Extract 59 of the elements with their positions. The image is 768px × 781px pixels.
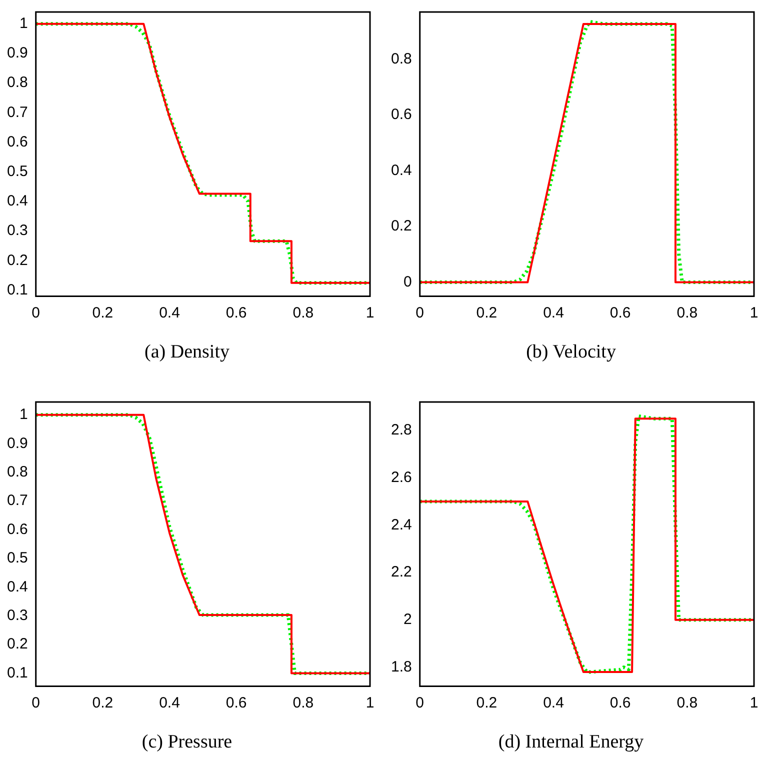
y-tick-label: 0.6 (390, 106, 412, 124)
text: (c) Pressure (142, 732, 232, 753)
y-tick-label: 0.2 (390, 218, 412, 235)
x-tick-label: 0.4 (543, 304, 564, 322)
y-tick-label: 0.4 (6, 578, 28, 596)
y-tick-label: 0.6 (6, 520, 28, 538)
text: (a) Density (144, 342, 230, 363)
x-tick-label: 1 (366, 694, 374, 712)
y-tick-label: 0.1 (6, 664, 28, 682)
y-tick-label: 0.3 (6, 607, 28, 624)
y-tick-label: 0.7 (6, 104, 28, 121)
text: (b) Velocity (526, 342, 616, 363)
x-tick-label: 0 (416, 694, 424, 712)
x-tick-label: 0.2 (476, 304, 498, 322)
x-tick-label: 0.6 (226, 694, 247, 712)
y-tick-label: 1 (20, 406, 28, 424)
x-tick-label: 0.8 (292, 304, 314, 322)
y-tick-label: 2.4 (390, 516, 412, 534)
x-tick-label: 1 (750, 694, 758, 712)
x-tick-label: 0.6 (226, 304, 247, 322)
x-tick-label: 0.4 (159, 304, 180, 322)
y-tick-label: 0.8 (6, 74, 28, 92)
x-tick-label: 0.4 (543, 694, 564, 712)
y-tick-label: 0.5 (6, 550, 28, 567)
y-tick-label: 0.8 (6, 463, 28, 480)
y-tick-label: 0.3 (6, 222, 28, 240)
x-tick-label: 0.2 (476, 694, 498, 712)
x-tick-label: 1 (750, 304, 758, 322)
y-tick-label: 0.8 (390, 50, 412, 68)
y-tick-label: 0.5 (6, 163, 28, 180)
y-tick-label: 1 (20, 14, 28, 32)
y-tick-label: 0.2 (6, 252, 28, 269)
x-tick-label: 0.8 (292, 694, 314, 712)
x-tick-label: 0 (32, 304, 40, 322)
x-tick-label: 0.8 (676, 694, 698, 712)
x-tick-label: 0.8 (676, 304, 698, 322)
y-tick-label: 0.9 (6, 44, 28, 62)
x-tick-label: 0.4 (159, 694, 180, 712)
y-tick-label: 0.2 (6, 636, 28, 653)
x-tick-label: 1 (366, 304, 374, 322)
y-tick-label: 0.4 (390, 162, 412, 179)
y-tick-label: 0.9 (6, 434, 28, 452)
x-tick-label: 0 (32, 694, 40, 712)
text: (d) Internal Energy (498, 732, 644, 753)
x-tick-label: 0.6 (610, 304, 631, 322)
y-tick-label: 0.6 (6, 133, 28, 150)
y-tick-label: 2 (404, 611, 412, 628)
y-tick-label: 0 (404, 273, 412, 290)
y-tick-label: 1.8 (390, 658, 412, 676)
x-tick-label: 0.2 (92, 694, 114, 712)
y-tick-label: 2.8 (390, 422, 412, 439)
y-tick-label: 0.1 (6, 281, 28, 298)
y-tick-label: 2.6 (390, 468, 412, 486)
x-tick-label: 0 (416, 304, 424, 322)
y-tick-label: 0.4 (6, 192, 28, 210)
x-tick-label: 0.2 (92, 304, 114, 322)
y-tick-label: 2.2 (390, 564, 412, 581)
x-tick-label: 0.6 (610, 694, 631, 712)
y-tick-label: 0.7 (6, 492, 28, 510)
